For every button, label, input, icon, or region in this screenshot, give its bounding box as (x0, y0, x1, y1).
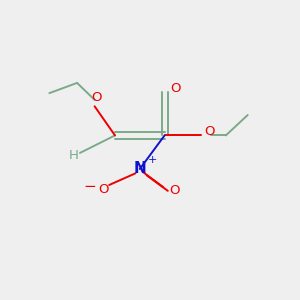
Text: O: O (170, 82, 181, 95)
Text: O: O (98, 183, 109, 196)
Text: −: − (83, 179, 96, 194)
Text: O: O (91, 91, 101, 104)
Text: O: O (169, 184, 179, 197)
Text: +: + (147, 154, 157, 165)
Text: H: H (69, 149, 79, 162)
Text: O: O (204, 125, 214, 138)
Text: N: N (134, 161, 147, 176)
